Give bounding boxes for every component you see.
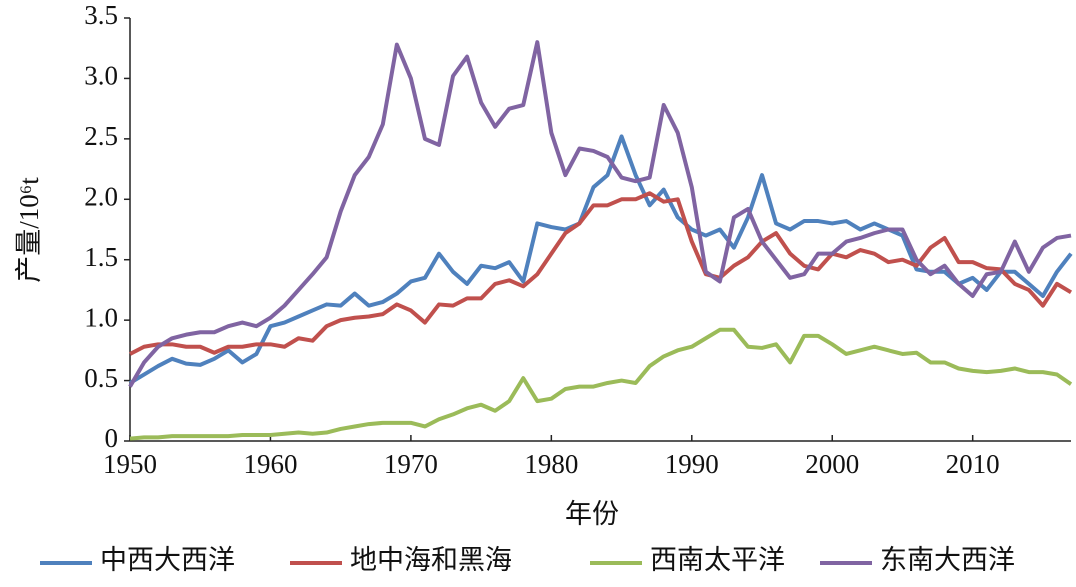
y-tick-label: 2.0 bbox=[84, 181, 118, 211]
x-tick-label: 1980 bbox=[524, 449, 578, 479]
x-tick-label: 1970 bbox=[384, 449, 438, 479]
legend-label: 东南大西洋 bbox=[880, 545, 1015, 575]
series-line bbox=[129, 327, 1073, 441]
x-tick-label: 2010 bbox=[946, 449, 1000, 479]
y-tick-label: 3.5 bbox=[84, 0, 118, 30]
x-axis-label: 年份 bbox=[565, 499, 619, 529]
x-tick-label: 1990 bbox=[665, 449, 719, 479]
y-axis-label: 产量/10⁶t bbox=[14, 177, 44, 283]
x-tick-label: 1960 bbox=[243, 449, 297, 479]
y-tick-label: 1.0 bbox=[84, 302, 118, 332]
legend-label: 地中海和黑海 bbox=[350, 545, 512, 575]
y-tick-label: 3.0 bbox=[84, 61, 118, 91]
legend-label: 西南太平洋 bbox=[650, 545, 785, 575]
y-tick-label: 0.5 bbox=[84, 363, 118, 393]
y-tick-label: 1.5 bbox=[84, 242, 118, 272]
x-tick-label: 1950 bbox=[103, 449, 157, 479]
y-tick-label: 0 bbox=[105, 423, 119, 453]
x-tick-label: 2000 bbox=[805, 449, 859, 479]
series-line bbox=[128, 40, 1072, 388]
legend-label: 中西大西洋 bbox=[100, 545, 235, 575]
y-tick-label: 2.5 bbox=[84, 121, 118, 151]
series-line bbox=[129, 191, 1073, 356]
